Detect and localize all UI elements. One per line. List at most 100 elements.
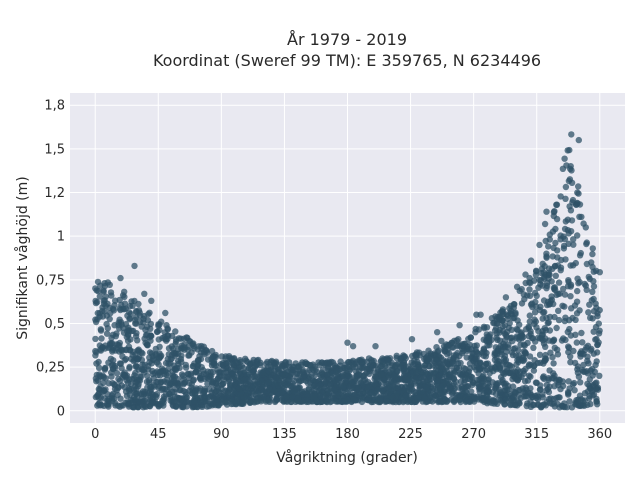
data-point — [527, 301, 535, 308]
data-point — [589, 315, 596, 322]
data-point — [132, 351, 139, 358]
data-point — [136, 377, 144, 384]
data-point — [560, 285, 567, 293]
data-point — [513, 326, 520, 333]
data-point — [509, 383, 517, 390]
y-axis-label: Signifikant våghöjd (m) — [14, 176, 31, 339]
data-point — [556, 394, 563, 401]
data-point — [141, 403, 149, 410]
data-point — [154, 328, 161, 335]
data-point — [562, 183, 570, 191]
y-tick-label: 0,75 — [36, 273, 65, 288]
data-point — [301, 388, 308, 395]
data-point — [566, 398, 573, 405]
data-point — [484, 366, 491, 373]
y-tick-label: 1 — [57, 230, 65, 245]
data-point — [561, 291, 569, 298]
data-point — [581, 368, 588, 375]
data-point — [98, 335, 105, 342]
data-point — [135, 300, 142, 308]
data-point — [393, 361, 400, 368]
data-point — [265, 379, 272, 386]
data-point — [345, 372, 352, 380]
data-point — [179, 372, 187, 380]
data-point — [353, 358, 360, 365]
data-point — [215, 402, 222, 409]
data-point — [177, 386, 184, 394]
data-point — [533, 379, 540, 386]
data-point — [438, 371, 445, 379]
data-point — [234, 366, 241, 374]
data-point — [535, 401, 542, 408]
data-point — [537, 386, 544, 393]
data-point — [474, 350, 481, 357]
data-point — [473, 355, 480, 362]
data-point — [376, 397, 384, 404]
data-point — [574, 401, 581, 408]
data-point — [150, 381, 158, 389]
data-point — [289, 393, 296, 401]
data-point — [356, 363, 364, 371]
data-point — [192, 368, 200, 376]
data-point — [542, 343, 549, 350]
data-point — [572, 331, 579, 338]
data-point — [115, 383, 122, 391]
data-point — [492, 383, 499, 390]
data-point — [355, 384, 362, 391]
data-point — [457, 392, 464, 399]
data-point — [312, 371, 319, 379]
data-point — [323, 371, 331, 378]
data-point — [563, 404, 571, 411]
data-point — [567, 359, 574, 366]
x-tick-label: 0 — [91, 427, 99, 442]
data-point — [318, 369, 325, 376]
data-point — [112, 402, 119, 409]
data-point — [512, 401, 519, 409]
data-point — [158, 318, 165, 325]
data-point — [194, 403, 201, 411]
data-point — [440, 392, 447, 399]
data-point — [592, 323, 600, 331]
data-point — [176, 364, 183, 371]
data-point — [495, 315, 503, 322]
data-point — [249, 384, 256, 391]
data-point — [568, 131, 575, 138]
outlier-point — [408, 336, 416, 343]
x-tick-label: 180 — [335, 427, 360, 442]
data-point — [585, 273, 592, 281]
data-point — [347, 365, 354, 372]
data-point — [170, 377, 178, 384]
data-point — [496, 337, 504, 344]
data-point — [259, 369, 267, 376]
data-point — [97, 346, 104, 353]
data-point — [315, 359, 322, 366]
data-point — [101, 366, 109, 373]
data-point — [101, 280, 108, 287]
data-point — [590, 283, 598, 290]
data-point — [232, 358, 240, 366]
data-point — [100, 297, 108, 304]
data-point — [573, 201, 580, 208]
data-point — [337, 358, 344, 365]
outlier-point — [349, 343, 357, 350]
data-point — [483, 324, 491, 331]
data-point — [94, 392, 101, 400]
data-point — [349, 378, 356, 386]
data-point — [200, 366, 207, 374]
data-point — [555, 376, 562, 383]
outlier-point — [522, 271, 529, 278]
data-point — [124, 331, 132, 339]
data-point — [135, 346, 142, 353]
outlier-point — [117, 274, 124, 282]
data-point — [383, 398, 390, 405]
data-point — [558, 402, 566, 409]
data-point — [480, 346, 487, 353]
data-point — [250, 368, 257, 375]
data-point — [539, 315, 546, 322]
data-point — [526, 312, 533, 319]
data-point — [148, 350, 156, 357]
data-point — [162, 359, 170, 367]
data-point — [138, 323, 145, 330]
data-point — [526, 286, 533, 293]
